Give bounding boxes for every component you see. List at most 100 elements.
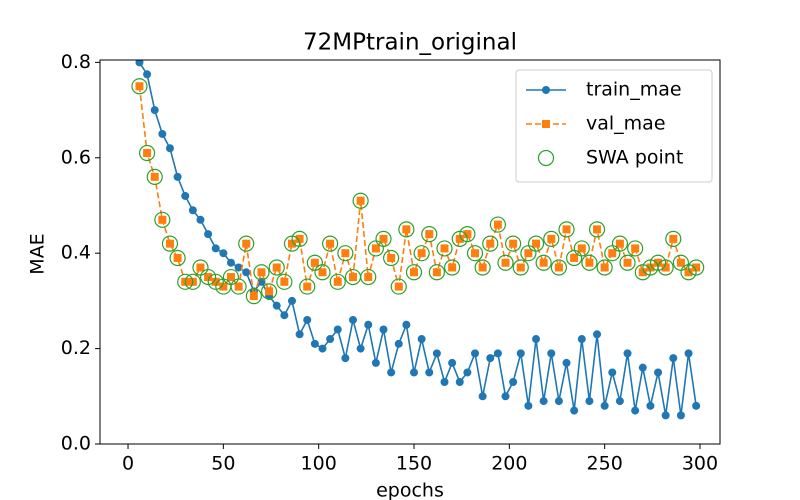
data-point xyxy=(459,226,476,243)
data-point xyxy=(261,283,278,300)
data-point xyxy=(627,240,644,257)
data-point xyxy=(303,282,312,291)
data-point xyxy=(375,230,392,247)
data-point xyxy=(204,230,213,239)
data-point xyxy=(314,264,331,281)
data-point xyxy=(558,221,575,238)
data-point xyxy=(527,235,545,252)
data-point xyxy=(188,206,197,215)
data-point xyxy=(524,249,533,258)
data-point xyxy=(360,268,377,286)
data-point xyxy=(654,368,663,377)
data-point xyxy=(226,273,235,282)
data-point xyxy=(631,244,640,253)
data-point xyxy=(421,226,438,243)
data-point xyxy=(181,191,190,200)
data-point xyxy=(326,335,335,344)
data-point xyxy=(493,220,502,229)
data-point xyxy=(554,263,563,272)
data-point xyxy=(146,168,163,185)
data-point xyxy=(417,335,426,344)
data-point xyxy=(417,249,426,258)
data-point xyxy=(352,192,369,209)
data-point xyxy=(219,249,228,258)
data-point xyxy=(326,239,335,248)
data-point xyxy=(158,129,167,138)
data-point xyxy=(165,239,174,248)
data-point xyxy=(348,273,357,282)
data-point xyxy=(333,325,342,334)
legend-label: SWA point xyxy=(586,147,683,169)
x-tick-label: 200 xyxy=(491,453,527,475)
data-point xyxy=(486,239,495,248)
data-point xyxy=(478,392,487,401)
data-point xyxy=(245,288,262,305)
legend: train_mae val_mae SWA point xyxy=(515,69,713,183)
data-point xyxy=(516,349,525,358)
data-point xyxy=(532,239,541,248)
data-point xyxy=(646,401,655,410)
data-point xyxy=(619,254,636,271)
legend-marker xyxy=(542,120,550,128)
data-point xyxy=(570,406,579,415)
data-point xyxy=(505,235,522,252)
data-point xyxy=(280,311,289,320)
x-tick-label: 300 xyxy=(682,453,718,475)
data-point xyxy=(512,259,529,276)
data-point xyxy=(295,234,304,243)
data-point xyxy=(249,292,258,301)
data-point xyxy=(425,230,434,239)
data-point xyxy=(371,358,380,367)
data-point xyxy=(562,358,571,367)
data-point xyxy=(402,225,411,234)
data-point xyxy=(310,339,319,348)
data-point xyxy=(150,106,159,115)
data-point xyxy=(684,268,693,277)
data-point xyxy=(478,263,487,272)
data-point xyxy=(138,144,156,162)
data-point xyxy=(161,235,179,252)
x-tick-label: 100 xyxy=(301,453,337,475)
data-point xyxy=(242,268,251,277)
data-point xyxy=(608,368,617,377)
data-point xyxy=(573,240,590,257)
axes-frame xyxy=(99,59,721,445)
data-point xyxy=(364,273,373,282)
data-point xyxy=(654,258,663,267)
data-point xyxy=(135,60,144,67)
x-tick-label: 150 xyxy=(396,453,432,475)
data-point xyxy=(661,411,670,420)
data-point xyxy=(493,349,502,358)
data-point xyxy=(600,263,609,272)
data-point xyxy=(143,149,152,158)
data-point xyxy=(387,368,396,377)
data-point xyxy=(509,239,518,248)
data-point xyxy=(143,70,152,79)
data-point xyxy=(676,258,685,267)
data-point xyxy=(379,325,388,334)
data-point xyxy=(581,254,598,271)
data-point xyxy=(295,330,304,339)
data-point xyxy=(455,234,464,243)
data-point xyxy=(432,268,441,277)
data-point xyxy=(608,249,617,258)
y-tick-label: 0.0 xyxy=(61,433,91,455)
data-point xyxy=(585,258,594,267)
data-point xyxy=(356,344,365,353)
data-point xyxy=(348,315,357,324)
data-point xyxy=(425,368,434,377)
data-point xyxy=(550,259,567,276)
data-point xyxy=(471,349,480,358)
data-point xyxy=(543,230,560,247)
data-point xyxy=(524,401,533,410)
data-point xyxy=(211,277,220,286)
data-point xyxy=(303,315,312,324)
data-point xyxy=(390,278,407,295)
data-point xyxy=(684,349,693,358)
data-point xyxy=(211,244,220,253)
x-tick-label: 50 xyxy=(211,453,235,475)
data-point xyxy=(638,363,647,372)
data-point xyxy=(204,273,213,282)
data-point xyxy=(276,273,293,290)
